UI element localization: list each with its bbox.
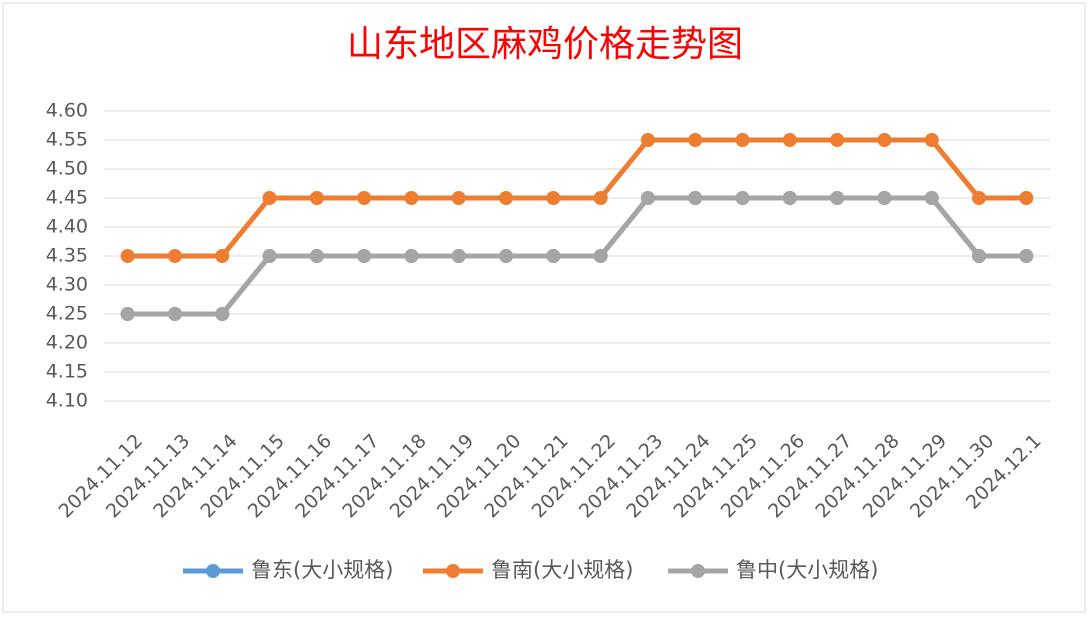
data-point <box>972 191 987 205</box>
data-point <box>877 133 892 147</box>
data-point <box>404 249 419 263</box>
legend-marker <box>446 564 460 578</box>
y-tick-label: 4.50 <box>46 158 88 180</box>
chart-title: 山东地区麻鸡价格走势图 <box>347 24 743 65</box>
data-point <box>1019 249 1034 263</box>
legend-label: 鲁南(大小规格) <box>491 558 633 582</box>
series-line <box>127 137 1027 259</box>
y-tick-label: 4.35 <box>46 245 88 267</box>
data-point <box>167 249 182 263</box>
y-tick-label: 4.30 <box>46 274 88 296</box>
y-tick-label: 4.40 <box>46 216 88 238</box>
data-point <box>499 249 514 263</box>
y-tick-label: 4.20 <box>46 332 88 354</box>
data-point <box>735 191 750 205</box>
data-point <box>262 249 277 263</box>
data-point <box>309 191 324 205</box>
data-point <box>451 191 466 205</box>
legend-label: 鲁中(大小规格) <box>736 558 878 582</box>
data-point <box>451 249 466 263</box>
data-point <box>640 133 655 147</box>
data-point <box>546 249 561 263</box>
data-point <box>877 191 892 205</box>
y-tick-label: 4.25 <box>46 303 88 325</box>
data-point <box>782 133 797 147</box>
data-point <box>735 133 750 147</box>
legend-label: 鲁东(大小规格) <box>251 558 393 582</box>
data-point <box>357 249 372 263</box>
data-point <box>309 249 324 263</box>
y-tick-label: 4.45 <box>46 187 88 209</box>
data-point <box>830 191 845 205</box>
legend-marker <box>691 564 705 578</box>
data-point <box>262 191 277 205</box>
data-point <box>215 307 230 321</box>
data-point <box>972 249 987 263</box>
y-tick-label: 4.15 <box>46 361 88 383</box>
data-point <box>357 191 372 205</box>
data-point <box>688 191 703 205</box>
data-point <box>120 249 135 263</box>
data-point <box>688 133 703 147</box>
y-tick-label: 4.55 <box>46 129 88 151</box>
y-tick-label: 4.10 <box>46 390 88 412</box>
series-line <box>127 195 1027 317</box>
data-point <box>499 191 514 205</box>
data-point <box>593 191 608 205</box>
data-point <box>1019 191 1034 205</box>
data-point <box>167 307 182 321</box>
data-point <box>404 191 419 205</box>
y-tick-label: 4.60 <box>46 100 88 122</box>
data-point <box>546 191 561 205</box>
legend-marker <box>206 564 220 578</box>
data-point <box>120 307 135 321</box>
data-point <box>924 133 939 147</box>
data-point <box>640 191 655 205</box>
data-point <box>593 249 608 263</box>
data-point <box>782 191 797 205</box>
data-point <box>215 249 230 263</box>
data-point <box>924 191 939 205</box>
data-point <box>830 133 845 147</box>
